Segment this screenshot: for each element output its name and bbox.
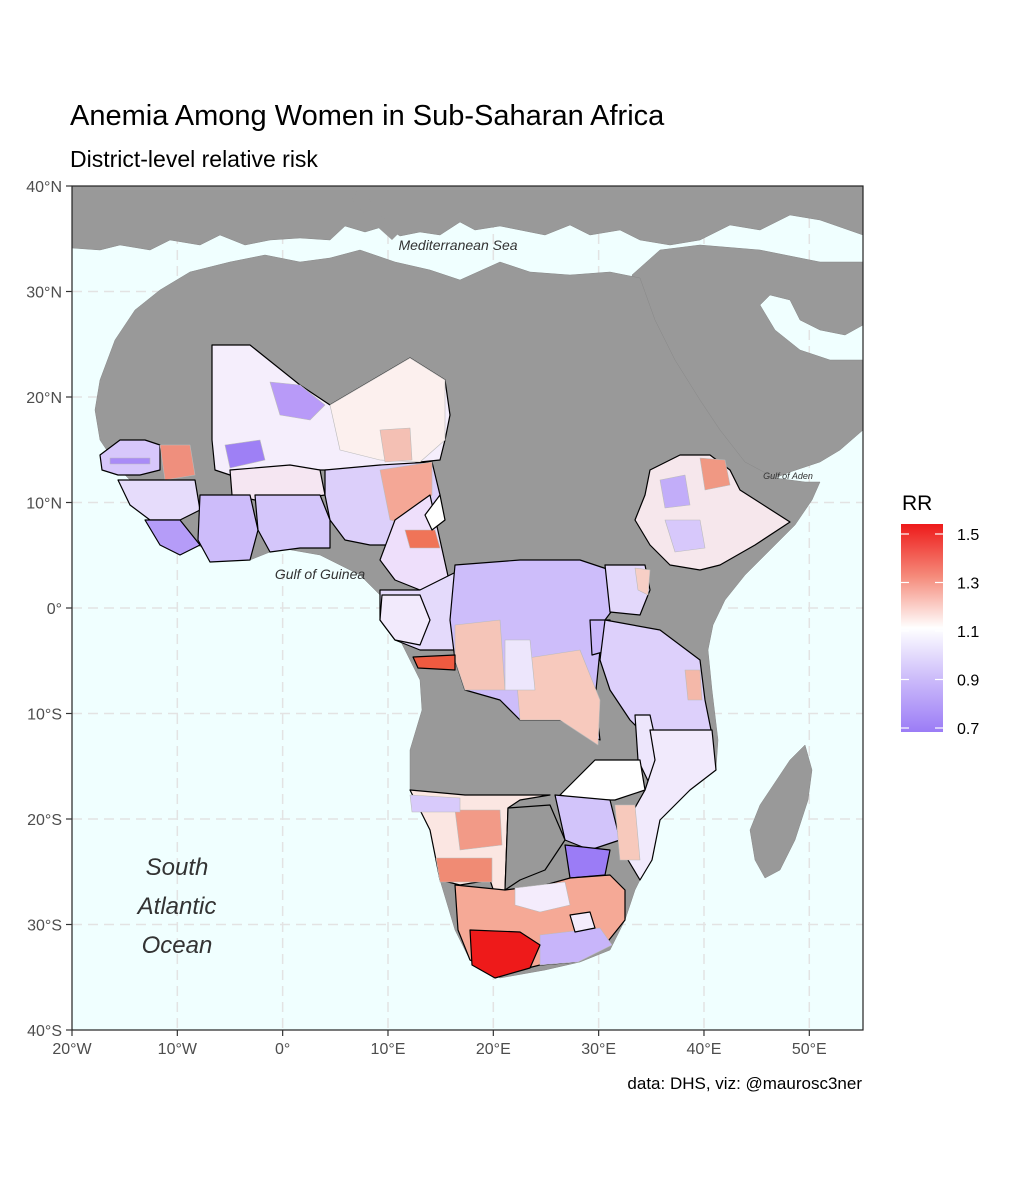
x-tick-label: 20°E — [476, 1041, 511, 1058]
x-tick-label: 10°E — [371, 1041, 406, 1058]
region-chad-south — [424, 494, 446, 531]
region-mali-mid — [224, 439, 266, 469]
legend-tick-label: 1.1 — [957, 624, 979, 641]
legend-tick-label: 1.5 — [957, 527, 979, 544]
y-tick-label: 30°N — [26, 285, 62, 302]
data-caption: data: DHS, viz: @maurosc3ner — [627, 1074, 862, 1093]
region-cote-divoire — [197, 494, 259, 563]
region-lesotho — [569, 911, 596, 933]
region-mozambique — [627, 729, 717, 881]
land-italy — [352, 186, 400, 240]
y-tick-label: 30°S — [27, 918, 62, 935]
x-tick-label: 20°W — [52, 1041, 92, 1058]
region-guinea — [117, 479, 201, 521]
region-kenya-west — [634, 567, 651, 596]
region-south-africa-nw — [564, 844, 611, 879]
map-title: Anemia Among Women in Sub-Saharan Africa — [70, 100, 665, 132]
region-south-africa-central — [514, 881, 571, 913]
y-tick-label: 40°N — [26, 179, 62, 196]
region-drc-mid — [504, 639, 536, 691]
region-cameroon-mid — [404, 529, 441, 549]
region-mali-north — [269, 381, 326, 421]
y-tick-label: 0° — [47, 601, 62, 618]
region-tanzania-coast — [684, 669, 703, 701]
region-gabon — [379, 594, 431, 646]
land-europe — [72, 186, 863, 251]
region-ethiopia-ne — [699, 457, 731, 491]
legend-ticks: 1.5 1.3 1.1 0.9 0.7 — [901, 527, 979, 738]
region-drc-west — [454, 619, 506, 691]
legend-tick-label: 0.9 — [957, 673, 979, 690]
y-tick-label: 20°N — [26, 390, 62, 407]
sea-label-atlantic-3: Ocean — [142, 932, 213, 959]
axes: 20°W 10°W 0° 10°E 20°E 30°E 40°E 50°E 40°N 30°N 20… — [26, 179, 826, 1058]
sea-label-guinea: Gulf of Guinea — [275, 566, 365, 582]
region-namibia-north — [409, 794, 461, 813]
region-western-cape — [469, 929, 541, 979]
region-zimbabwe-east — [614, 804, 641, 861]
legend: RR 1.5 1.3 1.1 0.9 0.7 — [901, 492, 979, 738]
legend-title: RR — [902, 492, 932, 515]
region-gambia — [109, 457, 151, 465]
x-tick-label: 50°E — [792, 1041, 827, 1058]
region-ethiopia-south — [664, 519, 706, 553]
region-namibia-mid — [454, 809, 503, 851]
region-niger — [329, 357, 446, 463]
map-subtitle: District-level relative risk — [70, 146, 318, 172]
x-tick-label: 40°E — [687, 1041, 722, 1058]
x-tick-label: 10°W — [158, 1041, 198, 1058]
sea-label-mediterranean: Mediterranean Sea — [398, 237, 517, 253]
x-tick-label: 0° — [275, 1041, 290, 1058]
legend-colorbar — [901, 524, 943, 732]
region-ethiopia-west — [659, 474, 691, 509]
region-angola-coast — [412, 654, 456, 671]
region-namibia-south — [435, 857, 493, 883]
legend-tick-label: 1.3 — [957, 576, 979, 593]
y-tick-label: 10°N — [26, 496, 62, 513]
region-ghana-togo-benin — [254, 494, 331, 553]
region-senegal — [99, 439, 161, 476]
y-tick-label: 10°S — [27, 707, 62, 724]
sea-label-atlantic-1: South — [146, 854, 209, 881]
region-liberia-sierra — [144, 519, 201, 556]
land-madagascar — [749, 744, 813, 879]
sea-label-atlantic-2: Atlantic — [136, 893, 217, 920]
sea-label-aden: Gulf of Aden — [763, 471, 813, 481]
y-tick-label: 20°S — [27, 812, 62, 829]
region-niger-south — [379, 427, 413, 463]
region-zimbabwe — [554, 794, 621, 851]
region-drc-south — [514, 649, 601, 746]
region-mali-west — [159, 444, 196, 481]
legend-tick-label: 0.7 — [957, 721, 979, 738]
x-tick-label: 30°E — [581, 1041, 616, 1058]
y-tick-label: 40°S — [27, 1023, 62, 1040]
